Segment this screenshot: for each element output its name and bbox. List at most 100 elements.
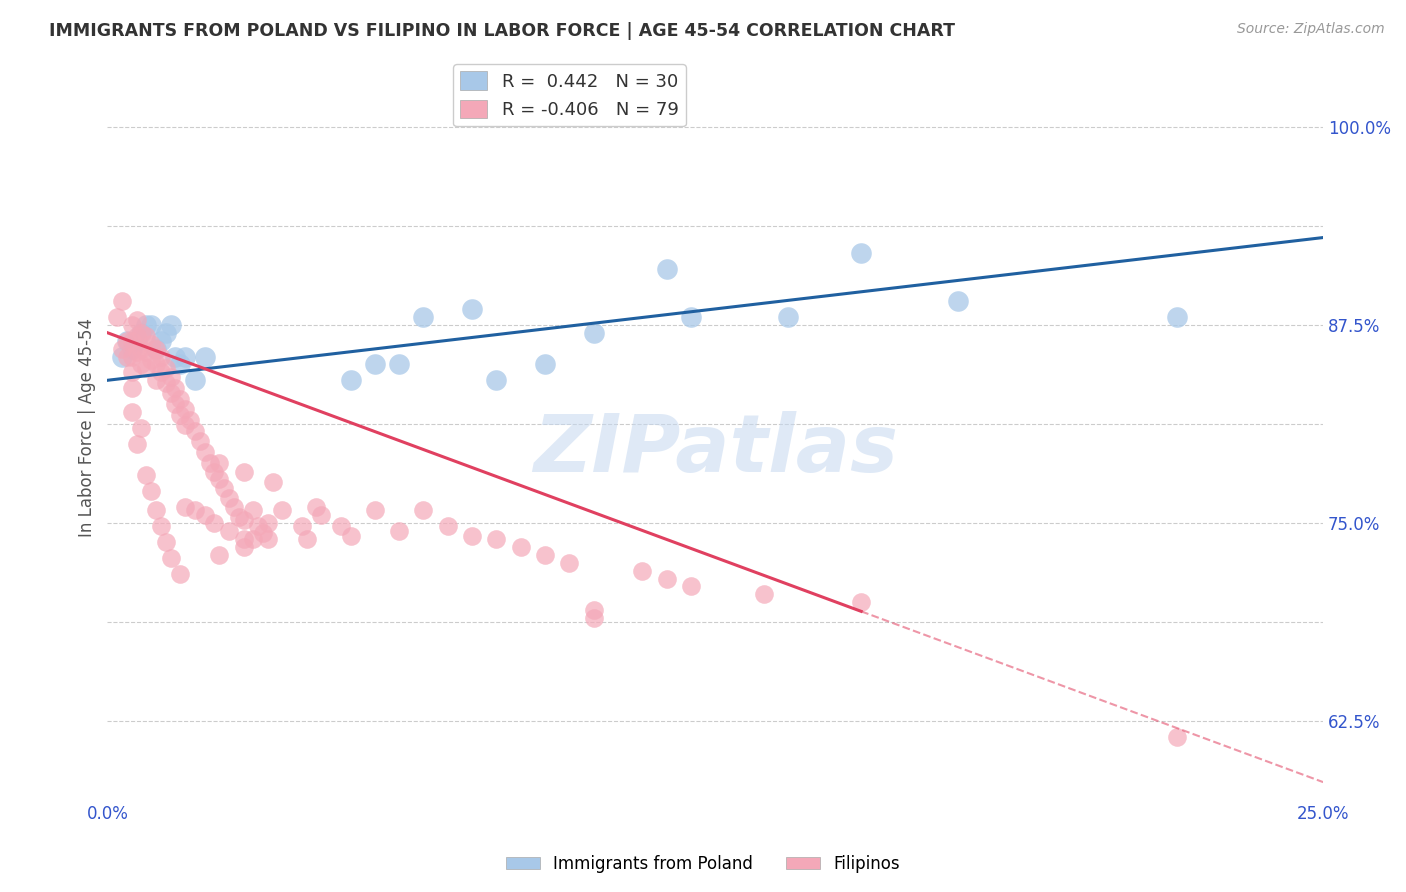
Point — [141, 484, 163, 499]
Point — [485, 532, 508, 546]
Point — [121, 405, 143, 419]
Point — [174, 500, 197, 515]
Point — [131, 326, 153, 340]
Point — [125, 313, 148, 327]
Point — [778, 310, 800, 324]
Point — [184, 503, 207, 517]
Point — [1166, 730, 1188, 744]
Point — [149, 334, 172, 348]
Point — [179, 413, 201, 427]
Point — [849, 246, 872, 260]
Point — [194, 508, 217, 522]
Point — [262, 475, 284, 489]
Point — [115, 350, 138, 364]
Point — [436, 519, 458, 533]
Point — [752, 587, 775, 601]
Point — [849, 595, 872, 609]
Point — [311, 508, 333, 522]
Point — [232, 465, 254, 479]
Point — [208, 472, 231, 486]
Point — [135, 318, 157, 332]
Point — [125, 436, 148, 450]
Point — [135, 344, 157, 359]
Point — [534, 548, 557, 562]
Point — [247, 519, 270, 533]
Point — [165, 350, 187, 364]
Point — [135, 360, 157, 375]
Point — [131, 421, 153, 435]
Point — [485, 373, 508, 387]
Point — [339, 373, 361, 387]
Point — [121, 365, 143, 379]
Point — [948, 293, 970, 308]
Point — [461, 301, 484, 316]
Point — [121, 381, 143, 395]
Point — [212, 481, 235, 495]
Point — [252, 525, 274, 540]
Point — [582, 603, 605, 617]
Point — [257, 516, 280, 530]
Point — [271, 503, 294, 517]
Text: IMMIGRANTS FROM POLAND VS FILIPINO IN LABOR FORCE | AGE 45-54 CORRELATION CHART: IMMIGRANTS FROM POLAND VS FILIPINO IN LA… — [49, 22, 955, 40]
Point — [149, 519, 172, 533]
Point — [155, 535, 177, 549]
Point — [131, 358, 153, 372]
Point — [135, 468, 157, 483]
Point — [412, 310, 434, 324]
Point — [509, 540, 531, 554]
Text: ZIPatlas: ZIPatlas — [533, 411, 898, 489]
Point — [194, 444, 217, 458]
Point — [208, 548, 231, 562]
Point — [202, 465, 225, 479]
Point — [145, 342, 167, 356]
Point — [121, 334, 143, 348]
Point — [169, 566, 191, 581]
Point — [412, 503, 434, 517]
Point — [155, 360, 177, 375]
Point — [149, 350, 172, 364]
Point — [149, 365, 172, 379]
Point — [582, 326, 605, 340]
Point — [159, 370, 181, 384]
Point — [141, 336, 163, 351]
Point — [184, 373, 207, 387]
Point — [155, 326, 177, 340]
Point — [242, 503, 264, 517]
Point — [169, 408, 191, 422]
Point — [655, 262, 678, 277]
Point — [105, 310, 128, 324]
Point — [631, 564, 654, 578]
Point — [121, 318, 143, 332]
Y-axis label: In Labor Force | Age 45-54: In Labor Force | Age 45-54 — [79, 318, 96, 537]
Point — [232, 532, 254, 546]
Point — [534, 358, 557, 372]
Point — [141, 352, 163, 367]
Point — [291, 519, 314, 533]
Point — [125, 334, 148, 348]
Point — [364, 503, 387, 517]
Point — [222, 500, 245, 515]
Point — [218, 491, 240, 505]
Point — [145, 373, 167, 387]
Point — [461, 529, 484, 543]
Point — [174, 401, 197, 416]
Point — [184, 424, 207, 438]
Point — [125, 344, 148, 359]
Point — [115, 334, 138, 348]
Point — [111, 350, 134, 364]
Point — [305, 500, 328, 515]
Point — [257, 532, 280, 546]
Point — [558, 556, 581, 570]
Point — [159, 550, 181, 565]
Point — [388, 524, 411, 538]
Point — [188, 434, 211, 448]
Point — [295, 532, 318, 546]
Point — [174, 350, 197, 364]
Point — [131, 342, 153, 356]
Point — [159, 318, 181, 332]
Point — [165, 381, 187, 395]
Point — [232, 513, 254, 527]
Point — [228, 509, 250, 524]
Point — [169, 392, 191, 407]
Point — [202, 516, 225, 530]
